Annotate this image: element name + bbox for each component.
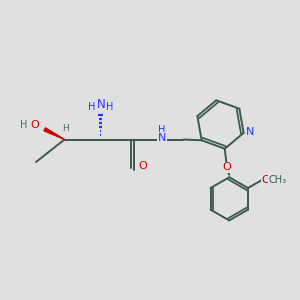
- Text: H: H: [106, 101, 113, 112]
- Text: N: N: [158, 133, 166, 143]
- Text: H: H: [63, 124, 69, 133]
- Text: H: H: [158, 124, 165, 135]
- Text: H: H: [88, 101, 95, 112]
- Text: N: N: [97, 98, 106, 111]
- Text: N: N: [246, 127, 254, 137]
- Text: O: O: [30, 119, 39, 130]
- Text: O: O: [138, 161, 147, 171]
- Text: H: H: [20, 119, 27, 130]
- Text: O: O: [222, 162, 231, 172]
- Text: O: O: [262, 175, 271, 185]
- Text: CH₃: CH₃: [268, 175, 286, 185]
- Polygon shape: [44, 128, 64, 140]
